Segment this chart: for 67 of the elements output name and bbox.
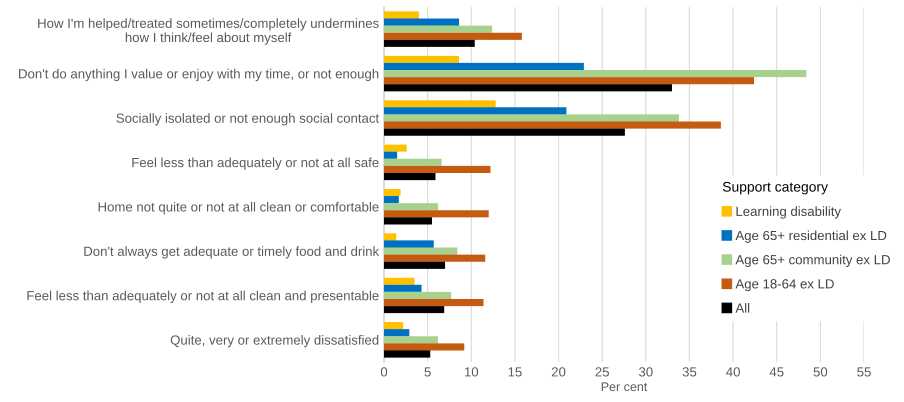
y-tick-label: Feel less than adequately or not at all clean and presentable (27, 290, 379, 303)
bar (384, 196, 399, 204)
y-tick-label: Quite, very or extremely dissatisfied (170, 335, 378, 348)
x-tick-label: 45 (770, 367, 784, 377)
x-tick-label: 55 (857, 367, 871, 377)
y-tick-label: Don't always get adequate or timely food and drink (84, 246, 380, 259)
y-tick-label: Don't do anything I value or enjoy with my time, or not enough (19, 68, 378, 82)
y-tick-label: How I'm helped/treated sometimes/completely undermines how I think/feel about myself (38, 18, 379, 45)
x-tick-label: 15 (508, 367, 522, 377)
bar (384, 322, 404, 330)
y-tick-label: Socially isolated or not enough social contact (116, 113, 380, 126)
bar (384, 107, 566, 114)
legend-title: Support category (722, 182, 828, 194)
bar (384, 210, 489, 218)
x-tick-label: 5 (424, 367, 431, 377)
x-tick-label: 30 (638, 367, 653, 377)
bar (384, 77, 754, 84)
bar (384, 18, 460, 26)
bar (384, 128, 625, 136)
legend-label: All (735, 303, 750, 313)
bar (384, 26, 492, 33)
bar (384, 262, 446, 269)
y-tick-label: Feel less than adequately or not at all safe (132, 158, 379, 170)
bar (384, 32, 522, 40)
bar (384, 121, 721, 129)
bar (384, 306, 444, 314)
bar (384, 329, 410, 336)
bar (384, 40, 475, 47)
legend-label: Age 65+ community ex LD (735, 254, 890, 267)
bar (384, 56, 460, 63)
bar (384, 11, 419, 19)
bar (384, 188, 401, 196)
x-tick-label: 40 (726, 367, 740, 377)
bar (384, 70, 806, 78)
bar (384, 144, 407, 152)
bar (384, 233, 396, 240)
x-axis-title: Per cent (602, 382, 648, 392)
x-tick-label: 10 (464, 367, 478, 377)
bar (384, 114, 679, 122)
bar (384, 84, 672, 92)
bar (384, 62, 584, 70)
x-tick-label: 25 (596, 367, 609, 377)
bar (384, 240, 434, 248)
x-tick-label: 0 (380, 367, 388, 377)
bar (384, 278, 415, 285)
legend-label: Age 18-64 ex LD (735, 279, 834, 292)
bar (384, 172, 436, 180)
bar (384, 248, 458, 255)
bar (384, 343, 464, 350)
bar (384, 292, 452, 299)
bar (384, 158, 442, 166)
bar (384, 152, 398, 159)
x-tick-label: 20 (552, 367, 566, 377)
bar (384, 203, 438, 210)
bar (384, 298, 484, 306)
legend-label: Learning disability (736, 206, 842, 219)
bar (384, 336, 438, 344)
x-tick-label: 50 (814, 367, 828, 377)
x-tick-label: 35 (682, 367, 696, 377)
bar (384, 350, 430, 358)
y-tick-label: Home not quite or not at all clean or comfortable (98, 202, 379, 214)
legend-label: Age 65+ residential ex LD (735, 230, 886, 243)
bar (384, 254, 486, 262)
bar (384, 284, 422, 292)
bar (384, 217, 432, 224)
bar (384, 100, 496, 108)
bar (384, 166, 490, 173)
